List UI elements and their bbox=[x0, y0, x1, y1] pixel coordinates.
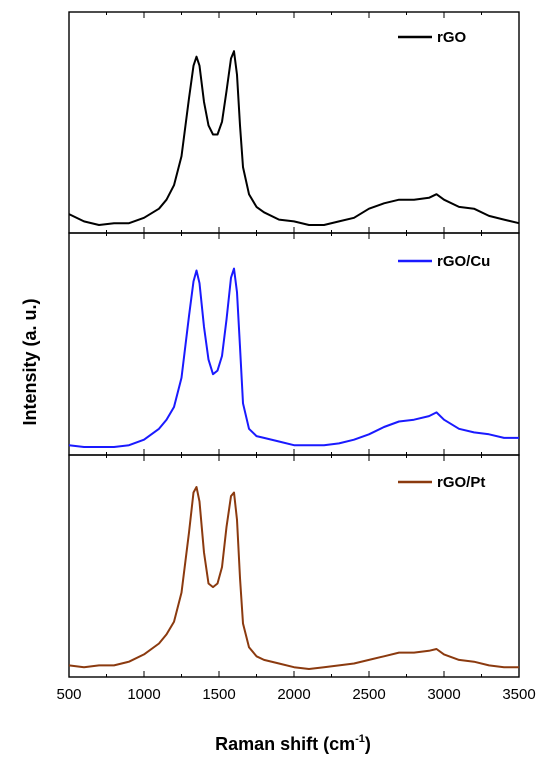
x-tick-label: 2500 bbox=[352, 686, 385, 703]
legend-label: rGO bbox=[437, 29, 467, 46]
legend-1: rGO bbox=[398, 29, 467, 46]
x-tick-label: 500 bbox=[56, 686, 81, 703]
x-axis-title: Raman shift (cm-1) bbox=[215, 733, 371, 754]
x-axis-title-end: ) bbox=[365, 734, 371, 754]
x-axis-ticks: 500 1000 1500 2000 2500 3000 3500 bbox=[56, 686, 535, 703]
legend-2: rGO/Cu bbox=[398, 253, 490, 270]
series-line-rgo bbox=[68, 50, 520, 226]
panel-2: rGO/Cu bbox=[68, 232, 520, 456]
x-tick-label: 1000 bbox=[127, 686, 160, 703]
legend-label: rGO/Cu bbox=[437, 253, 490, 270]
x-axis-title-sup: -1 bbox=[355, 733, 365, 745]
x-tick-label: 3500 bbox=[502, 686, 535, 703]
legend-3: rGO/Pt bbox=[398, 474, 485, 491]
x-tick-label: 2000 bbox=[277, 686, 310, 703]
panel-3: rGO/Pt bbox=[68, 454, 520, 678]
legend-label: rGO/Pt bbox=[437, 474, 485, 491]
panels: rGO rGO/Cu rGO/Pt bbox=[68, 11, 520, 678]
x-tick-label: 1500 bbox=[202, 686, 235, 703]
series-line-rgo-cu bbox=[68, 267, 519, 448]
x-axis-title-main: Raman shift (cm bbox=[215, 734, 355, 754]
series-line-rgo-pt bbox=[68, 486, 519, 670]
x-tick-label: 3000 bbox=[427, 686, 460, 703]
panel-1: rGO bbox=[68, 11, 520, 234]
y-axis-title: Intensity (a. u.) bbox=[20, 298, 40, 425]
